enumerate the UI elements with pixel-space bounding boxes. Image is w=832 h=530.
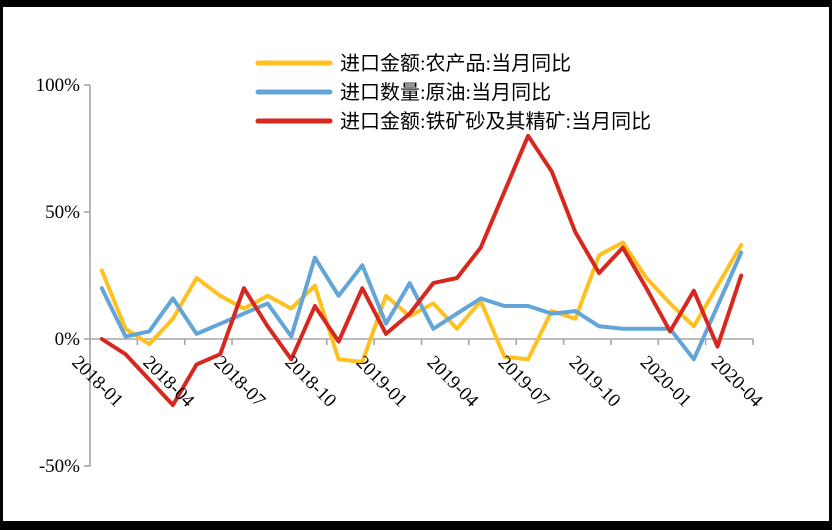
axes-layer [84, 84, 754, 467]
x-tick-label: 2018-10 [281, 352, 341, 412]
series-line-1 [99, 250, 744, 362]
y-tick-label: -50% [39, 456, 80, 477]
x-tick-label: 2018-07 [210, 352, 270, 412]
legend: 进口金额:农产品:当月同比进口数量:原油:当月同比进口金额:铁矿砂及其精矿:当月… [255, 52, 651, 133]
x-tick-label: 2019-10 [565, 352, 625, 412]
series-line-2 [99, 133, 744, 407]
series-layer [99, 133, 744, 407]
legend-label-0: 进口金额:农产品:当月同比 [340, 52, 571, 75]
x-tick-label: 2020-01 [636, 352, 696, 412]
x-tick-label: 2020-04 [707, 352, 767, 412]
y-tick-label: 100% [36, 75, 81, 96]
y-tick-label: 50% [45, 202, 80, 223]
x-tick-label: 2019-04 [423, 352, 483, 412]
x-tick-label: 2018-01 [68, 352, 128, 412]
chart-canvas: 100%50%0%-50%2018-01 2018-04 2018-07 2018-1… [36, 52, 767, 477]
x-tick-label: 2019-07 [494, 352, 554, 412]
x-tick-label: 2019-01 [352, 352, 412, 412]
y-tick-label: 0% [55, 329, 81, 350]
axis-labels-layer: 100%50%0%-50%2018-01 2018-04 2018-07 2018-1… [36, 75, 767, 477]
legend-label-1: 进口数量:原油:当月同比 [340, 81, 551, 104]
legend-label-2: 进口金额:铁矿砂及其精矿:当月同比 [340, 110, 651, 133]
